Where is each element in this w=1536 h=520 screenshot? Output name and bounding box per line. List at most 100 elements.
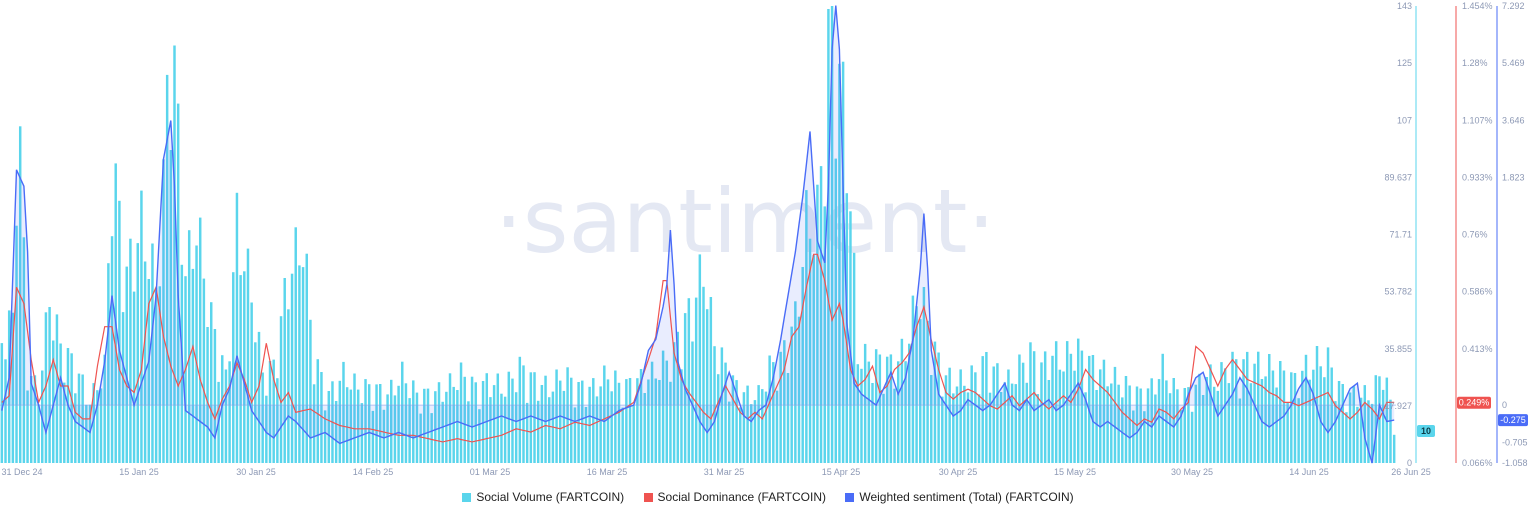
volume-bar: [371, 410, 375, 463]
volume-bar: [1051, 355, 1054, 463]
x-tick-label: 26 Jun 25: [1391, 467, 1431, 477]
volume-bar: [599, 386, 602, 463]
volume-bar: [445, 391, 448, 463]
volume-bar: [1161, 353, 1164, 463]
volume-bar: [478, 409, 481, 463]
volume-bar: [595, 396, 599, 463]
volume-bar: [1345, 412, 1348, 463]
volume-bar: [566, 367, 569, 463]
volume-bar: [257, 331, 261, 463]
volume-bar: [202, 278, 206, 463]
volume-bar: [103, 354, 106, 463]
volume-bar: [768, 355, 771, 463]
volume-bar: [908, 343, 911, 463]
volume-bar: [694, 297, 698, 463]
volume-bar: [603, 365, 606, 463]
volume-bar: [1290, 372, 1293, 463]
x-tick-label: 30 Jan 25: [236, 467, 276, 477]
volume-bar: [977, 394, 981, 463]
volume-bar: [536, 400, 540, 463]
volume-bar: [988, 392, 992, 463]
volume-bar: [1117, 384, 1120, 463]
volume-bar: [974, 372, 977, 463]
volume-bar: [911, 295, 915, 463]
legend-swatch-sentiment: [845, 493, 855, 502]
legend-item-sentiment[interactable]: Weighted sentiment (Total) (FARTCOIN): [845, 490, 1074, 504]
volume-bar: [316, 359, 320, 463]
volume-bar: [338, 380, 342, 463]
dominance-current-badge: [1457, 396, 1491, 409]
watermark: ·santiment·: [495, 170, 996, 273]
volume-bar: [661, 350, 665, 463]
legend-item-volume[interactable]: Social Volume (FARTCOIN): [462, 490, 624, 504]
volume-bar: [915, 306, 918, 463]
sentiment-tick-label: -1.058: [1502, 458, 1528, 468]
volume-bar: [805, 190, 808, 463]
x-tick-label: 30 Apr 25: [939, 467, 978, 477]
volume-bar: [926, 320, 929, 463]
volume-bar: [77, 373, 81, 463]
volume-bar: [1021, 362, 1025, 463]
volume-bar: [783, 340, 786, 463]
volume-bar: [99, 388, 103, 463]
volume-bar: [860, 368, 863, 463]
volume-bar: [52, 340, 55, 463]
volume-bar: [213, 329, 217, 463]
volume-bar: [1121, 397, 1124, 463]
volume-bar: [650, 361, 654, 463]
volume-tick-label: 125: [1397, 58, 1412, 68]
volume-bar: [1183, 388, 1186, 463]
volume-bars: [0, 6, 1396, 464]
volume-bar: [129, 238, 132, 463]
x-tick-label: 15 Jan 25: [119, 467, 159, 477]
volume-bar: [382, 409, 386, 463]
volume-bar: [1227, 383, 1231, 463]
volume-bar: [592, 378, 595, 463]
volume-bar: [1102, 359, 1106, 463]
volume-bar: [1010, 383, 1014, 463]
volume-bar: [801, 267, 804, 463]
volume-bar: [955, 386, 959, 463]
volume-bar: [397, 385, 400, 463]
volume-bar: [617, 382, 621, 463]
volume-bar: [522, 365, 525, 463]
volume-bar: [309, 319, 312, 463]
volume-bar: [1264, 376, 1267, 463]
legend-item-dominance[interactable]: Social Dominance (FARTCOIN): [643, 490, 826, 504]
volume-bar: [529, 372, 533, 463]
volume-bar: [1124, 376, 1128, 463]
dominance-current-label: 0.249%: [1459, 398, 1490, 408]
volume-bar: [966, 392, 970, 463]
volume-bar: [1286, 402, 1289, 463]
volume-bar: [687, 298, 691, 463]
volume-bar: [647, 379, 650, 463]
volume-bar: [636, 378, 639, 463]
volume-bar: [334, 401, 338, 463]
volume-bar: [151, 243, 154, 463]
volume-bar: [136, 243, 139, 463]
volume-bar: [676, 331, 680, 463]
volume-current-label: 10: [1421, 426, 1431, 436]
volume-bar: [819, 166, 823, 463]
volume-bar: [1253, 363, 1256, 463]
volume-bar: [540, 385, 544, 463]
volume-bar: [125, 266, 128, 463]
volume-bar: [1308, 379, 1311, 463]
volume-bar: [173, 45, 176, 463]
volume-tick-label: 107: [1397, 115, 1412, 125]
volume-bar: [716, 374, 720, 463]
volume-bar: [1143, 411, 1146, 463]
volume-bar: [933, 341, 937, 463]
volume-bar: [481, 381, 485, 463]
volume-bar: [29, 376, 33, 463]
volume-bar: [1341, 384, 1344, 463]
volume-bar: [1099, 369, 1102, 463]
volume-bar: [1080, 350, 1084, 463]
sentiment-current-label: -0.275: [1500, 415, 1526, 425]
x-tick-label: 16 Mar 25: [587, 467, 628, 477]
volume-bar: [999, 392, 1003, 463]
volume-bar: [195, 245, 198, 463]
dominance-tick-label: 0.066%: [1462, 458, 1493, 468]
volume-bar: [345, 387, 349, 463]
